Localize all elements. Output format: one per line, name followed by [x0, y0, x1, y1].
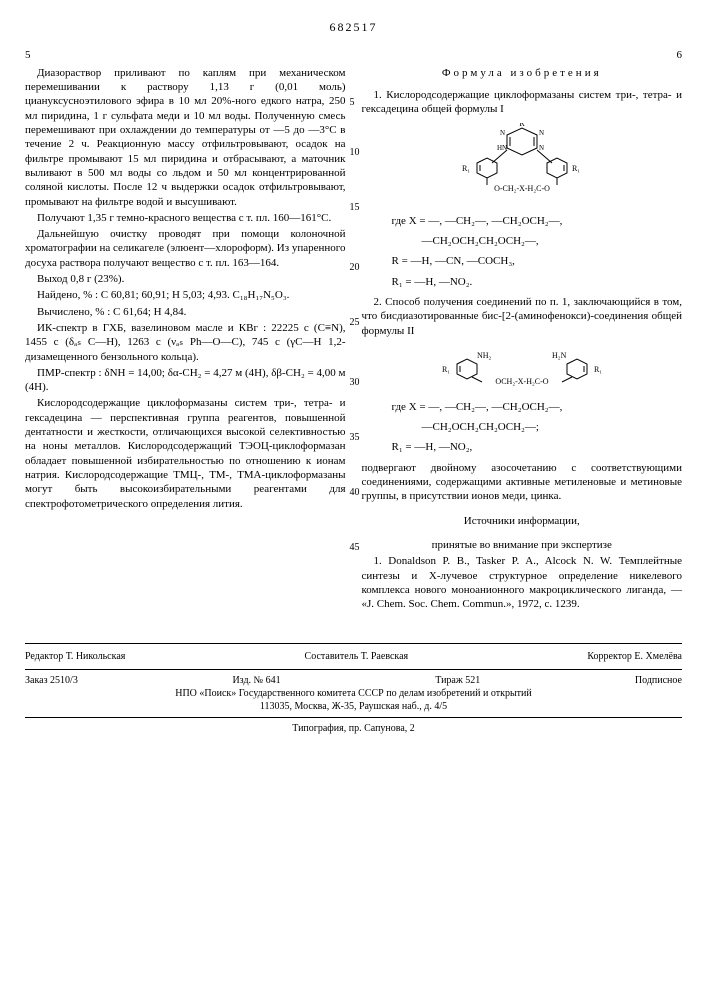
- footer-tirazh: Тираж 521: [435, 674, 480, 687]
- svg-text:R₁: R₁: [442, 365, 450, 374]
- line-mark: 25: [350, 316, 360, 329]
- svg-text:N: N: [539, 144, 544, 152]
- para-after: подвергают двойному азосочетанию с соотв…: [362, 461, 683, 504]
- para-7: ИК-спектр в ГХБ, вазелиновом масле и КВг…: [25, 321, 346, 364]
- footer-row-1: Редактор Т. Никольская Составитель Т. Ра…: [25, 650, 682, 663]
- svg-text:R: R: [519, 123, 525, 128]
- footer: Редактор Т. Никольская Составитель Т. Ра…: [25, 643, 682, 735]
- svg-text:R₁: R₁: [572, 164, 580, 173]
- footer-address: 113035, Москва, Ж-35, Раушская наб., д. …: [25, 700, 682, 713]
- para-1: Диазораствор приливают по каплям при мех…: [25, 66, 346, 209]
- footer-row-2: Заказ 2510/3 Изд. № 641 Тираж 521 Подпис…: [25, 669, 682, 687]
- line-mark: 10: [350, 146, 360, 159]
- footer-izd: Изд. № 641: [232, 674, 280, 687]
- line-mark: 15: [350, 201, 360, 214]
- svg-text:N: N: [539, 129, 544, 137]
- para-5: Найдено, % : С 60,81; 60,91; Н 5,03; 4,9…: [25, 288, 346, 302]
- para-8: ПМР-спектр : δNH = 14,00; δα-CH₂ = 4,27 …: [25, 366, 346, 395]
- where-r1: R₁ = —H, —NO₂.: [392, 275, 683, 289]
- structure-2: R₁ R₁ NH₂ H₂N OCH₂-X-H₂C-O: [362, 344, 683, 394]
- page-left: 5: [25, 48, 31, 62]
- where-x2: —CH₂OCH₂CH₂OCH₂—,: [422, 234, 683, 248]
- content-columns: Диазораствор приливают по каплям при мех…: [25, 66, 682, 614]
- footer-npo: НПО «Поиск» Государственного комитета СС…: [25, 687, 682, 700]
- page-numbers: 5 6: [25, 48, 682, 62]
- line-mark: 20: [350, 261, 360, 274]
- line-mark: 5: [350, 96, 355, 109]
- line-mark: 45: [350, 541, 360, 554]
- line-mark: 40: [350, 486, 360, 499]
- where2-r1: R₁ = —H, —NO₂,: [392, 440, 683, 454]
- footer-compiler: Составитель Т. Раевская: [305, 650, 409, 663]
- right-column: 5 10 15 20 25 30 35 40 45 Формула изобре…: [362, 66, 683, 614]
- sources-title-1: Источники информации,: [362, 514, 683, 528]
- line-mark: 30: [350, 376, 360, 389]
- svg-text:O-CH₂-X-H₂C-O: O-CH₂-X-H₂C-O: [494, 184, 550, 193]
- para-2: Получают 1,35 г темно-красного вещества …: [25, 211, 346, 225]
- structure-1: R N N N HN R₁ R₁ O-CH₂-X-H₂C-O: [362, 123, 683, 208]
- para-9: Кислородсодержащие циклоформазаны систем…: [25, 396, 346, 510]
- page-right: 6: [677, 48, 683, 62]
- formula-title: Формула изобретения: [362, 66, 683, 80]
- reference-1: 1. Donaldson P. B., Tasker P. A., Alcock…: [362, 554, 683, 611]
- svg-text:OCH₂-X-H₂C-O: OCH₂-X-H₂C-O: [495, 377, 548, 386]
- where2-x2: —CH₂OCH₂CH₂OCH₂—;: [422, 420, 683, 434]
- where2-x: где X = —, —CH₂—, —CH₂OCH₂—,: [392, 400, 683, 414]
- para-3: Дальнейшую очистку проводят при помощи к…: [25, 227, 346, 270]
- footer-editor: Редактор Т. Никольская: [25, 650, 125, 663]
- claim-2: 2. Способ получения соединений по п. 1, …: [362, 295, 683, 338]
- sources-title-2: принятые во внимание при экспертизе: [362, 538, 683, 552]
- para-4: Выход 0,8 г (23%).: [25, 272, 346, 286]
- where-x: где X = —, —CH₂—, —CH₂OCH₂—,: [392, 214, 683, 228]
- footer-typo: Типография, пр. Сапунова, 2: [25, 717, 682, 735]
- svg-text:N: N: [500, 129, 505, 137]
- footer-podpis: Подписное: [635, 674, 682, 687]
- claim-1: 1. Кислородсодержащие циклоформазаны сис…: [362, 88, 683, 117]
- where-r: R = —H, —CN, —COCH₃,: [392, 254, 683, 268]
- left-column: Диазораствор приливают по каплям при мех…: [25, 66, 346, 614]
- line-mark: 35: [350, 431, 360, 444]
- patent-number: 682517: [25, 20, 682, 36]
- para-6: Вычислено, % : С 61,64; Н 4,84.: [25, 305, 346, 319]
- svg-text:NH₂: NH₂: [477, 351, 492, 360]
- footer-order: Заказ 2510/3: [25, 674, 78, 687]
- svg-text:H₂N: H₂N: [552, 351, 567, 360]
- svg-text:R₁: R₁: [462, 164, 470, 173]
- svg-text:R₁: R₁: [594, 365, 602, 374]
- footer-corrector: Корректор Е. Хмелёва: [587, 650, 682, 663]
